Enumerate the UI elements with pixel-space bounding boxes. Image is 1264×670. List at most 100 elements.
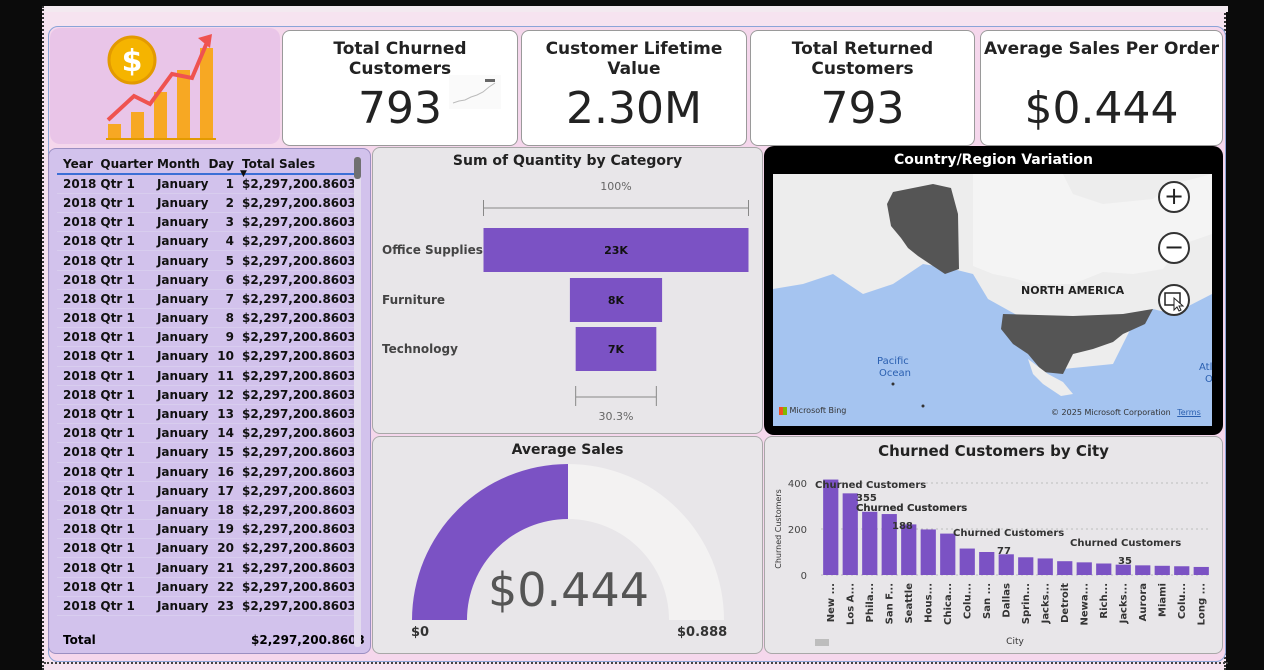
cell-year: 2018 <box>57 423 97 444</box>
city-bar[interactable] <box>1057 561 1073 575</box>
funnel-bar-label: 7K <box>608 343 625 356</box>
kpi-total-returned-customers[interactable]: Total Returned Customers 793 <box>750 30 975 146</box>
cell-day: 9 <box>208 327 238 348</box>
sales-matrix[interactable]: Year Quarter Month Day Total Sales ▼ 2018… <box>48 148 371 654</box>
kpi-customer-lifetime-value[interactable]: Customer Lifetime Value 2.30M <box>521 30 747 146</box>
x-tick-label: Colu... <box>962 583 973 619</box>
matrix-scrollbar[interactable] <box>354 157 361 647</box>
matrix-row[interactable]: 2018 Qtr 1 January 9 $2,297,200.8603 <box>57 327 356 348</box>
city-bar[interactable] <box>1154 565 1170 575</box>
matrix-row[interactable]: 2018 Qtr 1 January 23 $2,297,200.8603 <box>57 596 356 617</box>
matrix-row[interactable]: 2018 Qtr 1 January 22 $2,297,200.8603 <box>57 577 356 597</box>
cell-total-sales: $2,297,200.8603 <box>237 289 356 310</box>
zoom-in-button[interactable]: + <box>1158 181 1190 213</box>
cell-quarter: Qtr 1 <box>96 442 153 463</box>
cell-year: 2018 <box>57 250 97 271</box>
zoom-out-button[interactable]: − <box>1158 232 1190 264</box>
header-month[interactable]: Month <box>152 155 209 175</box>
funnel-bar[interactable] <box>483 228 749 272</box>
kpi-total-churned-customers[interactable]: Total Churned Customers 793 <box>282 30 518 146</box>
matrix-row[interactable]: 2018 Qtr 1 January 7 $2,297,200.8603 <box>57 289 356 310</box>
city-bar[interactable] <box>1174 566 1190 575</box>
funnel-panel[interactable]: Sum of Quantity by Category 100% 30.3% 23K… <box>372 147 763 434</box>
city-bar[interactable] <box>979 552 995 575</box>
header-day[interactable]: Day <box>208 155 238 175</box>
header-quarter[interactable]: Quarter <box>96 155 153 175</box>
city-bar[interactable] <box>862 511 878 575</box>
map-select-tool-button[interactable] <box>1158 284 1190 316</box>
x-tick-label: Chica... <box>943 583 954 625</box>
matrix-row[interactable]: 2018 Qtr 1 January 2 $2,297,200.8603 <box>57 193 356 214</box>
x-tick-label: New ... <box>826 583 837 622</box>
matrix-row[interactable]: 2018 Qtr 1 January 8 $2,297,200.8603 <box>57 308 356 329</box>
city-bar[interactable] <box>842 493 858 575</box>
funnel-bar[interactable] <box>569 278 663 322</box>
city-bar[interactable] <box>901 524 917 575</box>
matrix-row[interactable]: 2018 Qtr 1 January 14 $2,297,200.8603 <box>57 423 356 444</box>
city-bar-panel[interactable]: Churned Customers by City 0 200 400 Churned… <box>764 436 1223 654</box>
matrix-row[interactable]: 2018 Qtr 1 January 19 $2,297,200.8603 <box>57 519 356 540</box>
gauge-min-label: $0 <box>411 625 430 640</box>
bar-chart-title: Churned Customers by City <box>878 442 1109 460</box>
cell-day: 19 <box>208 519 238 540</box>
bar-scrollbar-thumb[interactable] <box>815 639 829 646</box>
map-panel[interactable]: Country/Region Variation NORTH AMERICA P… <box>764 146 1223 435</box>
city-bar[interactable] <box>1135 565 1151 575</box>
city-bar[interactable] <box>940 533 956 575</box>
matrix-scroll-thumb[interactable] <box>354 157 361 179</box>
funnel-bar[interactable] <box>575 327 657 371</box>
map-terms-link[interactable]: Terms <box>1177 408 1201 417</box>
annotation-value-label: 77 <box>997 546 1011 557</box>
matrix-row[interactable]: 2018 Qtr 1 January 1 $2,297,200.8603 <box>57 174 356 194</box>
city-bar[interactable] <box>1096 563 1112 576</box>
kpi-average-sales-per-order[interactable]: Average Sales Per Order $0.444 <box>980 30 1223 146</box>
cell-quarter: Qtr 1 <box>96 289 153 310</box>
header-total-sales[interactable]: Total Sales ▼ <box>237 155 356 179</box>
matrix-row[interactable]: 2018 Qtr 1 January 18 $2,297,200.8603 <box>57 500 356 521</box>
cell-month: January <box>152 289 209 310</box>
cell-month: January <box>152 308 209 329</box>
cell-quarter: Qtr 1 <box>96 596 153 617</box>
annotation-series-label: Churned Customers <box>856 503 967 514</box>
city-bar[interactable] <box>998 554 1014 575</box>
city-bar[interactable] <box>881 514 897 575</box>
city-bar[interactable] <box>1076 562 1092 575</box>
city-bar[interactable] <box>1115 564 1131 575</box>
cell-day: 17 <box>208 481 238 501</box>
matrix-row[interactable]: 2018 Qtr 1 January 20 $2,297,200.8603 <box>57 538 356 559</box>
matrix-row[interactable]: 2018 Qtr 1 January 17 $2,297,200.8603 <box>57 481 356 501</box>
matrix-row[interactable]: 2018 Qtr 1 January 11 $2,297,200.8603 <box>57 366 356 386</box>
map-viewport[interactable]: NORTH AMERICA Pacific Ocean Atl O Micros… <box>773 174 1212 426</box>
city-bar[interactable] <box>1193 566 1209 575</box>
matrix-row[interactable]: 2018 Qtr 1 January 5 $2,297,200.8603 <box>57 250 356 271</box>
matrix-row[interactable]: 2018 Qtr 1 January 4 $2,297,200.8603 <box>57 231 356 252</box>
cell-year: 2018 <box>57 193 97 214</box>
matrix-row[interactable]: 2018 Qtr 1 January 15 $2,297,200.8603 <box>57 442 356 463</box>
city-bar[interactable] <box>1037 558 1053 575</box>
cell-total-sales: $2,297,200.8603 <box>237 481 356 501</box>
cell-quarter: Qtr 1 <box>96 231 153 252</box>
city-bar[interactable] <box>920 529 936 575</box>
matrix-row[interactable]: 2018 Qtr 1 January 13 $2,297,200.8603 <box>57 404 356 425</box>
x-tick-label: Colu... <box>1177 583 1188 619</box>
matrix-row[interactable]: 2018 Qtr 1 January 16 $2,297,200.8603 <box>57 462 356 482</box>
cell-month: January <box>152 385 209 405</box>
city-bar[interactable] <box>823 479 839 575</box>
matrix-row[interactable]: 2018 Qtr 1 January 12 $2,297,200.8603 <box>57 385 356 405</box>
header-year[interactable]: Year <box>57 155 97 175</box>
cell-total-sales: $2,297,200.8603 <box>237 442 356 463</box>
matrix-row[interactable]: 2018 Qtr 1 January 21 $2,297,200.8603 <box>57 557 356 578</box>
gauge-fill[interactable] <box>412 464 568 620</box>
cell-total-sales: $2,297,200.8603 <box>237 577 356 597</box>
funnel-category-label: Furniture <box>382 293 445 307</box>
matrix-row[interactable]: 2018 Qtr 1 January 3 $2,297,200.8603 <box>57 212 356 233</box>
city-bar[interactable] <box>1018 557 1034 575</box>
city-bar[interactable] <box>959 548 975 575</box>
cell-day: 12 <box>208 385 238 405</box>
cell-month: January <box>152 174 209 194</box>
gauge-panel[interactable]: Average Sales $0.444 $0 $0.888 <box>372 436 763 654</box>
matrix-row[interactable]: 2018 Qtr 1 January 10 $2,297,200.8603 <box>57 346 356 367</box>
matrix-row[interactable]: 2018 Qtr 1 January 6 $2,297,200.8603 <box>57 270 356 290</box>
cell-total-sales: $2,297,200.8603 <box>237 500 356 521</box>
bing-attribution: Microsoft Bing <box>779 406 846 415</box>
